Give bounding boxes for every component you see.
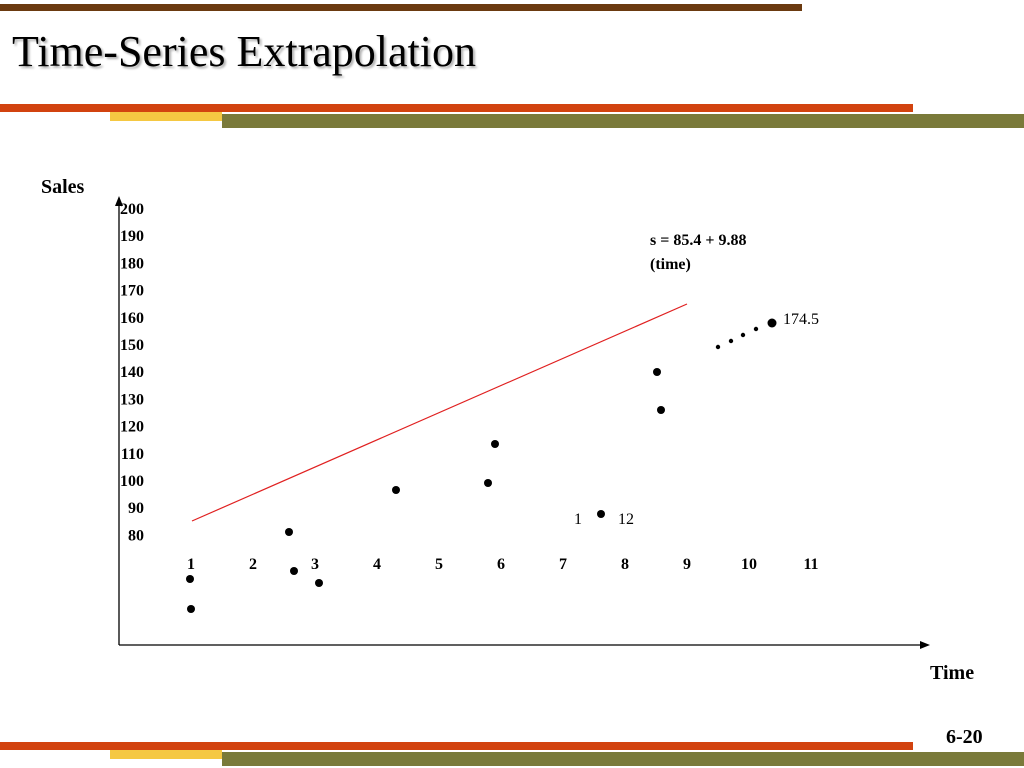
top-yellow-bar bbox=[110, 112, 222, 121]
y-tick-label: 150 bbox=[120, 337, 144, 354]
y-tick-label: 90 bbox=[128, 500, 144, 517]
y-tick-label: 190 bbox=[120, 228, 144, 245]
trend-line bbox=[191, 303, 688, 522]
extrapolation-dot bbox=[753, 326, 759, 332]
page-number: 6-20 bbox=[946, 726, 983, 748]
data-point bbox=[657, 406, 665, 414]
y-tick-label: 120 bbox=[120, 419, 144, 436]
y-tick-label: 160 bbox=[120, 310, 144, 327]
y-tick-label: 100 bbox=[120, 473, 144, 490]
trend-equation: s = 85.4 + 9.88 bbox=[650, 232, 746, 249]
data-point bbox=[315, 579, 323, 587]
y-tick-labels: 200 190 180 170 160 150 140 130 120 110 100 90 80 bbox=[120, 201, 144, 544]
data-point bbox=[653, 368, 661, 376]
y-tick-label: 110 bbox=[121, 446, 144, 463]
data-point bbox=[186, 575, 194, 583]
y-tick-label: 180 bbox=[120, 255, 144, 272]
annotation-1: 1 bbox=[574, 511, 582, 528]
y-tick-label: 200 bbox=[120, 201, 144, 218]
trend-equation-time: (time) bbox=[650, 256, 691, 273]
x-tick-label: 4 bbox=[373, 556, 381, 573]
x-tick-label: 2 bbox=[249, 556, 257, 573]
y-tick-label: 80 bbox=[128, 527, 144, 544]
slide-title: Time-Series Extrapolation bbox=[12, 27, 476, 76]
x-tick-label: 7 bbox=[559, 556, 567, 573]
x-tick-label: 3 bbox=[311, 556, 319, 573]
x-tick-label: 5 bbox=[435, 556, 443, 573]
extrapolation-dot bbox=[740, 332, 746, 338]
x-tick-label: 8 bbox=[621, 556, 629, 573]
data-point bbox=[767, 318, 777, 328]
x-tick-labels: 1 2 3 4 5 6 7 8 9 10 11 bbox=[187, 556, 819, 573]
data-point bbox=[484, 479, 492, 487]
y-tick-label: 170 bbox=[120, 283, 144, 300]
annotation-174-5: 174.5 bbox=[783, 311, 819, 328]
top-dark-bar bbox=[0, 4, 802, 11]
bottom-yellow-bar bbox=[110, 750, 222, 759]
x-axis-label: Time bbox=[930, 662, 974, 684]
extrapolation-dot bbox=[715, 344, 721, 350]
top-orange-bar bbox=[0, 104, 913, 112]
annotation-12: 12 bbox=[618, 511, 634, 528]
data-point bbox=[187, 605, 195, 613]
x-tick-label: 10 bbox=[741, 556, 757, 573]
y-axis-label: Sales bbox=[41, 176, 85, 198]
x-axis-arrow bbox=[920, 641, 930, 649]
extrapolation-dot bbox=[728, 338, 734, 344]
top-olive-bar bbox=[222, 114, 1024, 128]
y-tick-label: 140 bbox=[120, 364, 144, 381]
data-point bbox=[597, 510, 605, 518]
data-point bbox=[285, 528, 293, 536]
y-tick-label: 130 bbox=[120, 391, 144, 408]
bottom-olive-bar bbox=[222, 752, 1024, 766]
y-axis-arrow bbox=[115, 196, 123, 206]
x-tick-label: 11 bbox=[803, 556, 818, 573]
bottom-orange-bar bbox=[0, 742, 913, 750]
data-point bbox=[392, 486, 400, 494]
x-tick-label: 1 bbox=[187, 556, 195, 573]
x-tick-label: 6 bbox=[497, 556, 505, 573]
data-point bbox=[290, 567, 298, 575]
x-tick-label: 9 bbox=[683, 556, 691, 573]
data-point bbox=[491, 440, 499, 448]
